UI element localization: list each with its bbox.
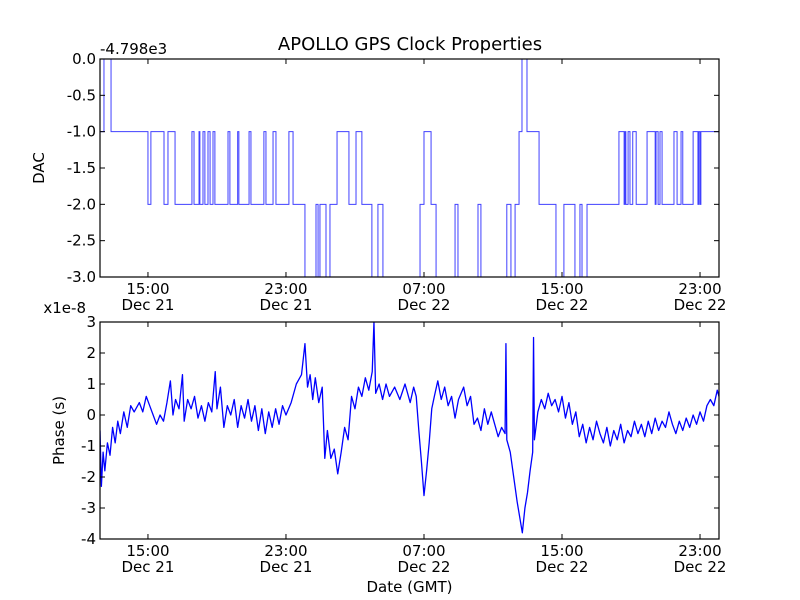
y-offset-label: -4.798e3 [100, 40, 167, 58]
axes-frame [99, 321, 720, 540]
x-axis-label: Date (GMT) [366, 578, 452, 596]
chart-title: APOLLO GPS Clock Properties [278, 34, 542, 55]
y-tick-label: -2.0 [67, 195, 96, 213]
x-tick-label: 07:00 [402, 542, 445, 560]
y-tick-label: 3 [86, 313, 96, 331]
x-tick-sublabel: Dec 22 [398, 296, 451, 314]
y-axis-label: DAC [30, 152, 48, 184]
dac-series-line [100, 59, 719, 277]
x-tick-label: 23:00 [678, 280, 721, 298]
x-tick-sublabel: Dec 21 [122, 296, 175, 314]
y-tick-label: -3.0 [67, 268, 96, 286]
y-tick-label: -4 [81, 530, 96, 548]
y-tick-label: 0.0 [72, 50, 96, 68]
y-tick-label: -1 [81, 437, 96, 455]
x-tick-sublabel: Dec 21 [260, 296, 313, 314]
y-offset-label: x1e-8 [43, 299, 86, 317]
y-tick-label: 1 [86, 375, 96, 393]
x-tick-sublabel: Dec 22 [674, 296, 727, 314]
y-axis-label: Phase (s) [50, 396, 68, 465]
y-tick-label: -2 [81, 468, 96, 486]
x-tick-label: 15:00 [126, 542, 169, 560]
y-tick-label: -0.5 [67, 86, 96, 104]
y-tick-label: 0 [86, 406, 96, 424]
y-tick-label: 2 [86, 344, 96, 362]
x-tick-sublabel: Dec 22 [536, 296, 589, 314]
x-tick-label: 15:00 [540, 280, 583, 298]
x-tick-sublabel: Dec 21 [122, 558, 175, 576]
x-tick-label: 15:00 [540, 542, 583, 560]
x-tick-sublabel: Dec 21 [260, 558, 313, 576]
x-tick-label: 23:00 [264, 542, 307, 560]
phase-series-line [100, 322, 719, 534]
x-tick-sublabel: Dec 22 [398, 558, 451, 576]
x-tick-label: 23:00 [678, 542, 721, 560]
y-tick-label: -1.0 [67, 123, 96, 141]
y-tick-label: -1.5 [67, 159, 96, 177]
x-tick-label: 23:00 [264, 280, 307, 298]
y-tick-label: -2.5 [67, 232, 96, 250]
x-tick-sublabel: Dec 22 [536, 558, 589, 576]
x-tick-sublabel: Dec 22 [674, 558, 727, 576]
x-tick-label: 15:00 [126, 280, 169, 298]
x-tick-label: 07:00 [402, 280, 445, 298]
y-tick-label: -3 [81, 499, 96, 517]
